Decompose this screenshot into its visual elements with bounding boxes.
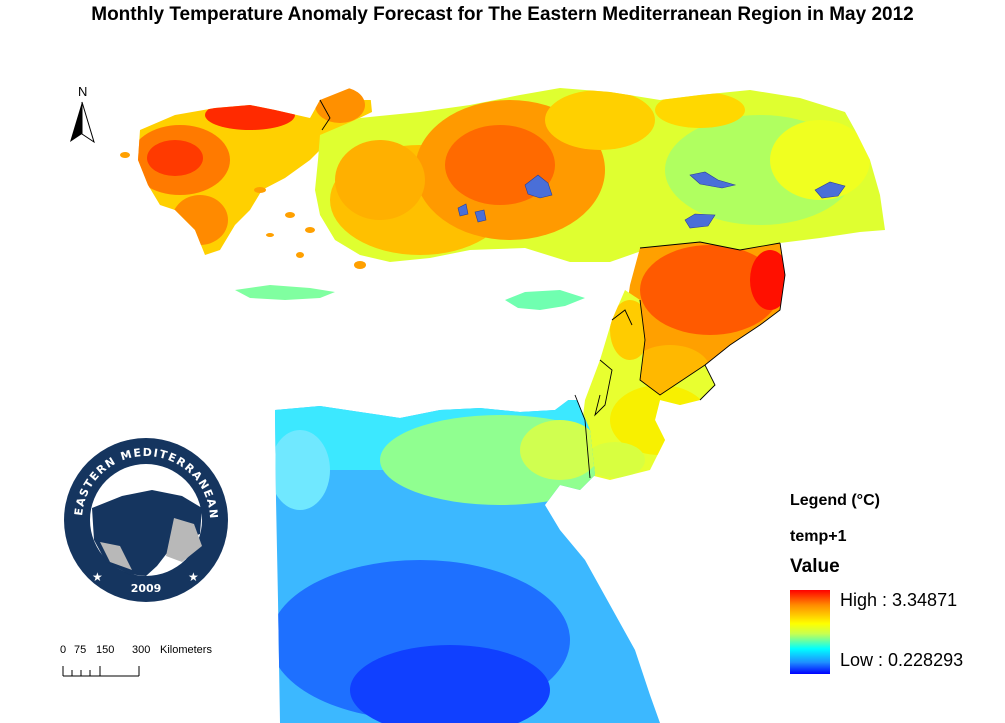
emcc-logo: ★ ★ EASTERN MEDITERRANEAN CLIMATE CENTRE… [62, 436, 228, 602]
scale-unit: Kilometers [160, 644, 212, 656]
svg-text:★: ★ [188, 570, 199, 584]
scale-tick-label: 75 [74, 644, 87, 656]
legend-title: Legend (°C) [790, 492, 880, 509]
scale-tick-label: 150 [96, 644, 115, 656]
north-label: N [78, 84, 88, 99]
north-arrow-icon [70, 101, 95, 144]
scale-tick-label: 0 [60, 644, 67, 656]
scale-tick-label: 300 [132, 644, 151, 656]
scale-ruler [62, 666, 140, 677]
color-ramp [790, 590, 830, 674]
logo-year: 2009 [131, 582, 162, 595]
svg-text:★: ★ [92, 570, 103, 584]
legend-low-label: Low : 0.228293 [840, 650, 964, 670]
legend-field-name: Value [790, 556, 840, 577]
scale-bar: 0 75 150 300 Kilometers [60, 644, 250, 684]
legend-high-label: High : 3.34871 [840, 590, 958, 610]
legend: Legend (°C) temp+1 Value High : 3.34871 … [790, 490, 1000, 690]
legend-layer-name: temp+1 [790, 528, 847, 545]
map-title: Monthly Temperature Anomaly Forecast for… [91, 4, 914, 25]
